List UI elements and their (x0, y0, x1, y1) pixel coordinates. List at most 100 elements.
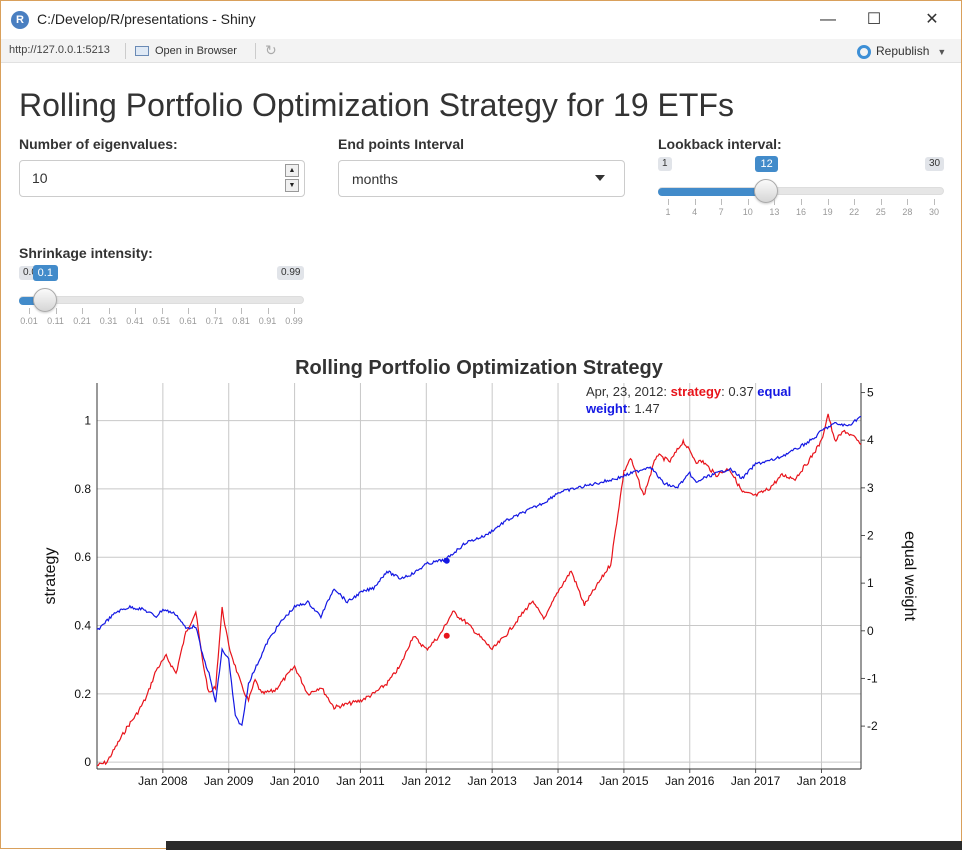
lookback-tick-label: 19 (822, 207, 833, 217)
legend-strategy-value: : 0.37 (721, 384, 757, 399)
lookback-tick-label: 30 (928, 207, 940, 217)
legend-equal-value: : 1.47 (627, 401, 660, 416)
shrink-tick (161, 308, 163, 314)
eigen-input[interactable]: 10 (19, 160, 305, 197)
chevron-down-icon[interactable] (595, 175, 605, 181)
x-tick-label: Jan 2017 (731, 774, 781, 788)
shrink-fill (19, 297, 46, 305)
y-tick-label: 0.2 (74, 687, 91, 701)
endpoints-label: End points Interval (338, 136, 465, 152)
title-bar: R C:/Develop/R/presentations - Shiny — ☐… (1, 1, 961, 39)
lookback-tick (880, 199, 882, 205)
series-line-strategy (96, 413, 862, 767)
republish-label: Republish (876, 44, 930, 58)
taskbar-strip (166, 841, 962, 850)
page-title: Rolling Portfolio Optimization Strategy … (19, 87, 734, 123)
legend-line-2: weight: 1.47 (585, 401, 660, 416)
shrink-tick-label: 0.61 (179, 316, 197, 326)
y2-tick-label: 5 (867, 386, 874, 400)
refresh-icon[interactable]: ↻ (265, 42, 277, 58)
eigen-label: Number of eigenvalues: (19, 136, 178, 152)
shrink-label: Shrinkage intensity: (19, 245, 153, 261)
legend-equal-name: equal (757, 384, 791, 399)
chart-title: Rolling Portfolio Optimization Strategy (295, 357, 664, 379)
x-tick-label: Jan 2009 (204, 774, 254, 788)
lookback-tick-label: 10 (742, 207, 753, 217)
shrink-max-label: 0.99 (277, 266, 305, 280)
lookback-tick-label: 16 (795, 207, 807, 217)
open-in-browser-button[interactable]: Open in Browser (135, 43, 237, 59)
shrink-tick (241, 308, 242, 314)
browser-window-icon (135, 46, 149, 57)
legend-date: Apr, 23, 2012: (586, 384, 671, 399)
lookback-tick (668, 199, 669, 205)
r-app-icon: R (11, 11, 29, 29)
shrink-tick-label: 0.11 (47, 316, 64, 326)
lookback-tick (827, 199, 829, 205)
lookback-max-label: 30 (925, 157, 945, 171)
lookback-value-label: 12 (755, 156, 778, 172)
lookback-tick (854, 199, 856, 205)
shrink-tick-label: 0.71 (205, 316, 224, 326)
shrink-tick-label: 0.21 (73, 316, 91, 326)
open-in-browser-label: Open in Browser (155, 45, 237, 57)
stepper-down-icon[interactable]: ▼ (285, 179, 299, 192)
minimize-button[interactable]: — (820, 11, 836, 28)
shrink-tick (214, 308, 216, 314)
lookback-tick (907, 199, 909, 205)
y-tick-label: 0.4 (74, 619, 91, 633)
x-tick-label: Jan 2014 (533, 774, 583, 788)
legend-line-1: Apr, 23, 2012: strategy: 0.37 equal (586, 384, 791, 399)
shrink-tick-label: 0.91 (258, 316, 277, 326)
maximize-button[interactable]: ☐ (866, 11, 882, 28)
lookback-tick-label: 13 (769, 207, 780, 217)
lookback-tick-label: 28 (902, 207, 913, 217)
x-tick-label: Jan 2011 (336, 774, 385, 788)
y2-tick-label: 3 (867, 481, 874, 495)
stepper-up-icon[interactable]: ▲ (285, 164, 299, 177)
shrink-tick-label: 0.51 (152, 316, 171, 326)
url-text: http://127.0.0.1:5213 (9, 44, 110, 56)
shrink-tick-label: 0.99 (285, 316, 303, 326)
toolbar-divider (125, 43, 126, 59)
shrink-tick-label: 0.01 (20, 316, 38, 326)
y2-tick-label: 0 (867, 624, 874, 638)
y-tick-label: 0.8 (74, 482, 91, 496)
lookback-tick-label: 4 (692, 207, 698, 217)
lookback-tick-label: 1 (665, 207, 671, 217)
close-button[interactable]: ✕ (925, 11, 939, 28)
shrink-tick-label: 0.31 (99, 316, 118, 326)
lookback-tick (801, 199, 802, 205)
shrink-tick-label: 0.41 (126, 316, 144, 326)
lookback-tick (934, 199, 935, 205)
portfolio-chart: Rolling Portfolio Optimization Strategy J… (42, 357, 918, 788)
republish-button[interactable]: Republish ▼ (857, 43, 946, 59)
toolbar-divider (255, 43, 256, 59)
shrink-tick (188, 308, 189, 314)
legend-weight-name: weight (585, 401, 628, 416)
shrink-tick-label: 0.81 (232, 316, 250, 326)
x-tick-label: Jan 2010 (270, 774, 320, 788)
shrink-track[interactable] (19, 296, 304, 304)
eigen-stepper[interactable]: ▲ ▼ (285, 164, 299, 192)
lookback-min-label: 1 (658, 157, 672, 171)
chevron-down-icon[interactable]: ▼ (937, 47, 947, 57)
lookback-fill (658, 188, 767, 196)
lookback-tick-label: 7 (718, 207, 724, 217)
y2-tick-label: -2 (867, 719, 878, 733)
lookback-label: Lookback interval: (658, 136, 782, 152)
lookback-tick-label: 22 (849, 207, 860, 217)
strategy-highlight-point (443, 632, 450, 639)
lookback-tick (721, 199, 723, 205)
y2-axis-label: equal weight (901, 531, 918, 621)
y2-tick-label: 2 (867, 528, 874, 542)
lookback-tick (747, 199, 749, 205)
x-tick-label: Jan 2013 (467, 774, 517, 788)
shrink-tick (29, 308, 30, 314)
shrink-tick (82, 308, 83, 314)
viewer-toolbar: http://127.0.0.1:5213 Open in Browser ↻ … (1, 39, 961, 63)
y-axis-label: strategy (42, 548, 59, 605)
shrink-handle[interactable] (33, 288, 58, 312)
endpoints-select[interactable]: months (338, 160, 625, 197)
